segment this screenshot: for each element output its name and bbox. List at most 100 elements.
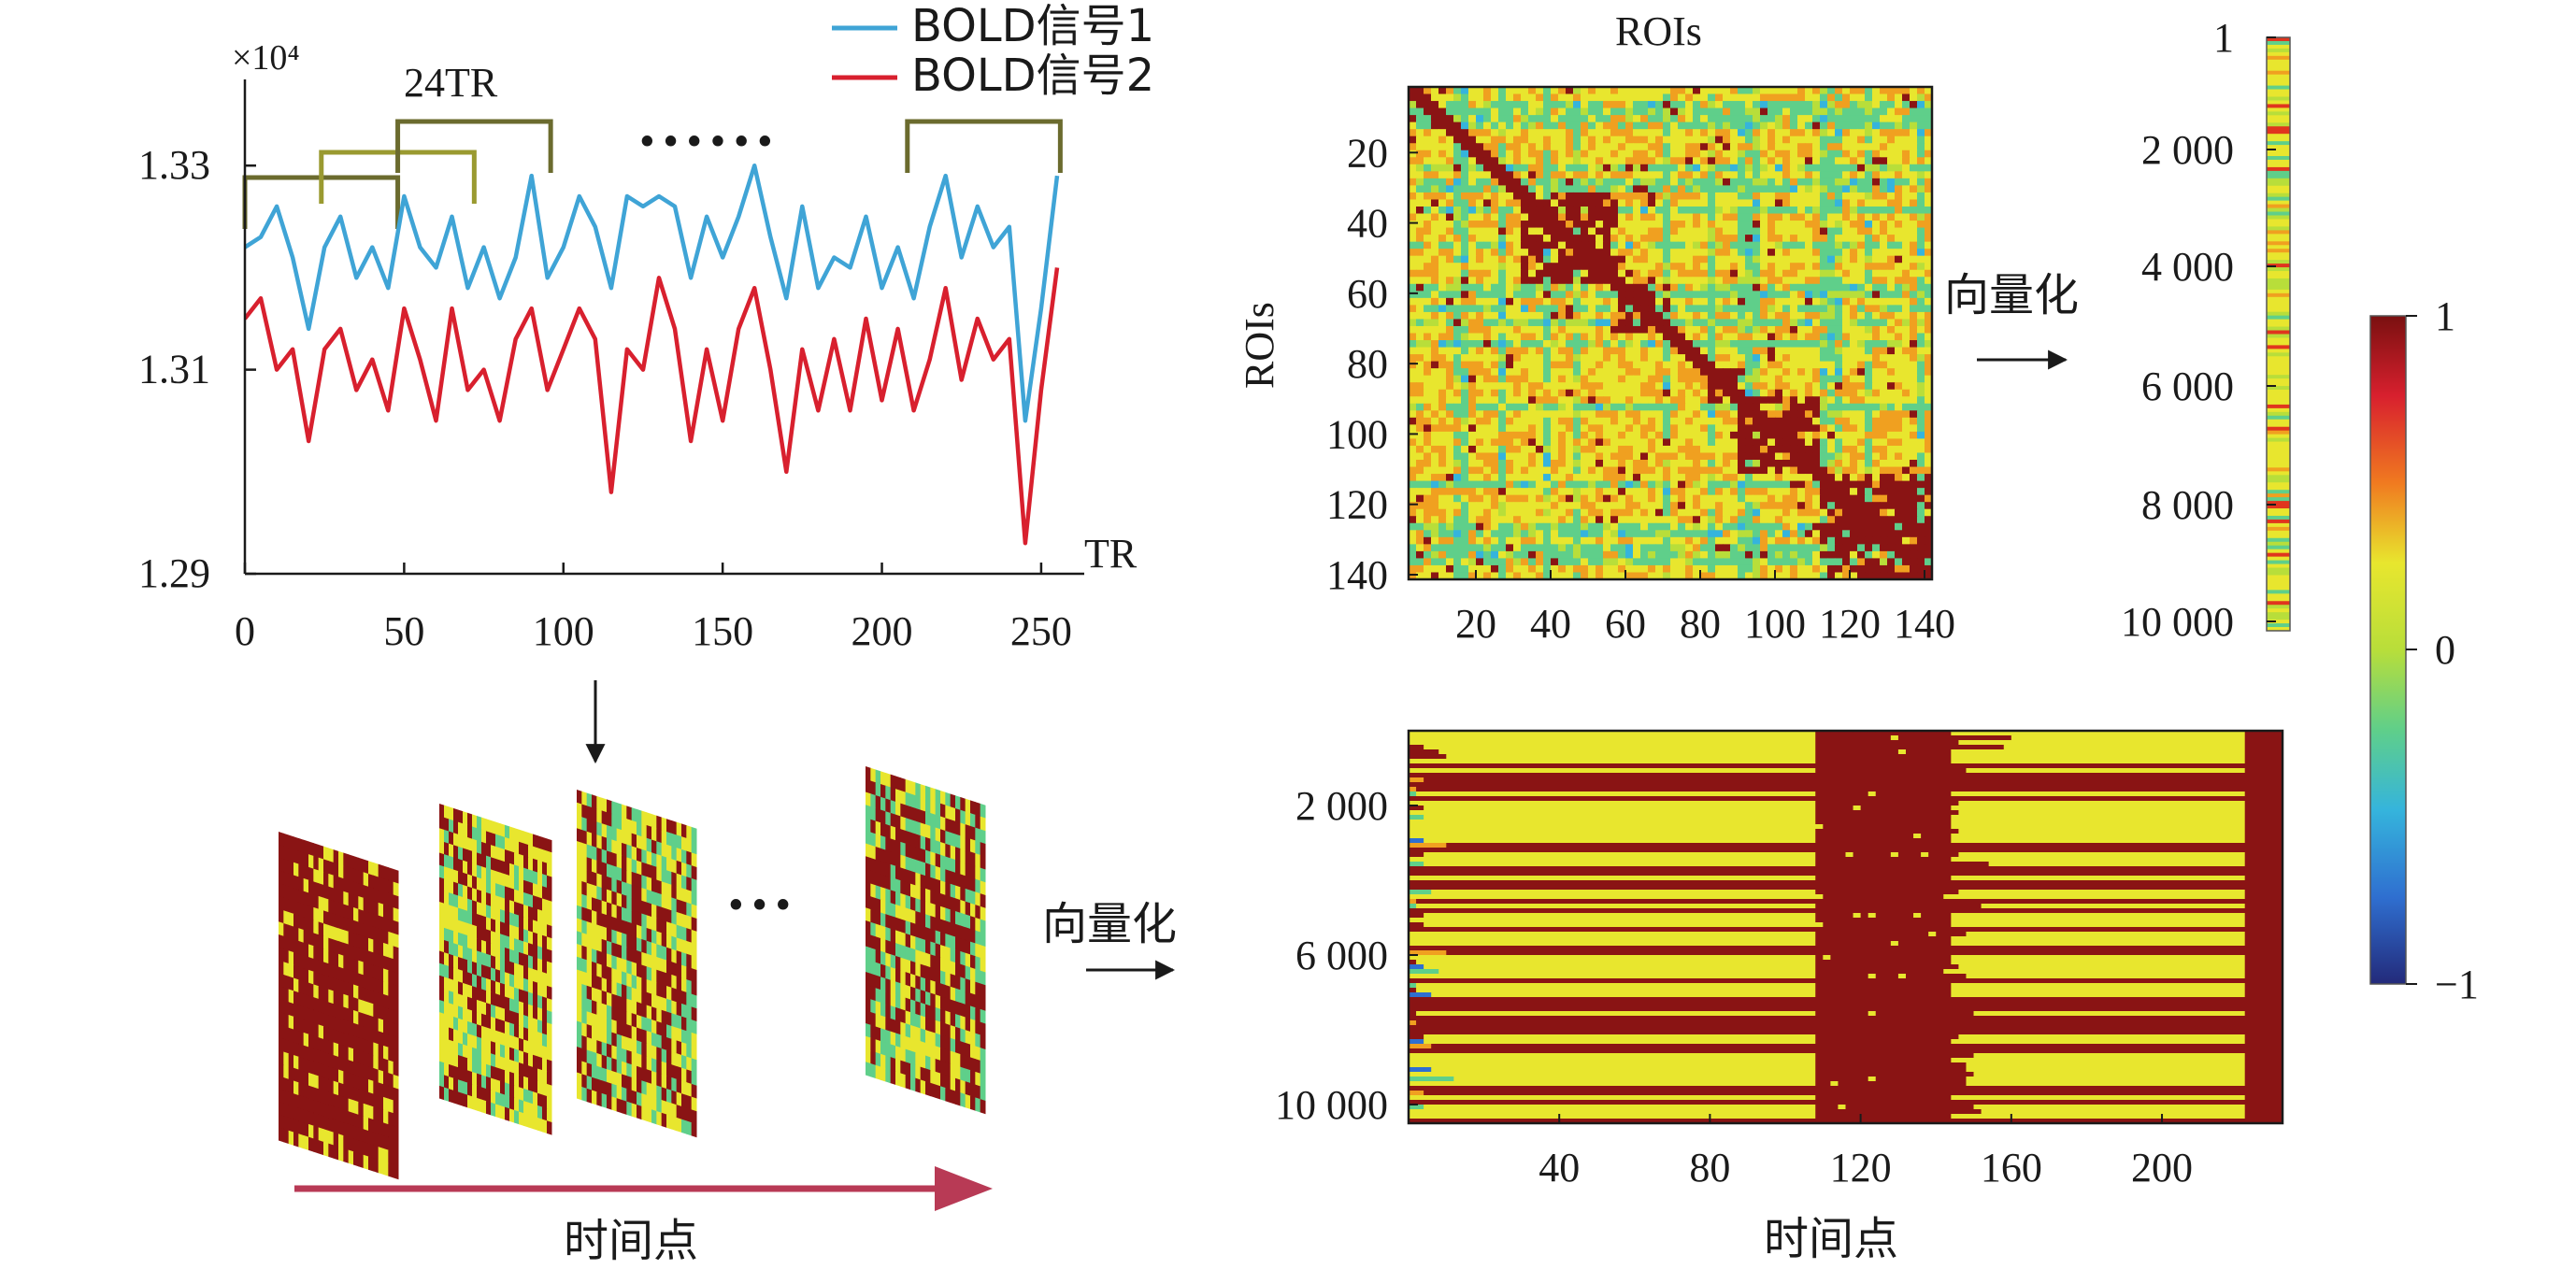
roi-cell (1865, 221, 1873, 229)
roi-cell (1431, 269, 1439, 278)
roi-cell (1663, 185, 1671, 193)
roi-cell (1409, 129, 1417, 137)
roi-cell (1446, 178, 1454, 186)
roi-cell (1625, 164, 1634, 172)
window-cell (900, 803, 907, 819)
window-cell (463, 934, 468, 948)
window-cell (661, 830, 667, 846)
roi-cell (1790, 305, 1798, 313)
window-cell (500, 1056, 506, 1071)
window-cell (453, 1090, 459, 1105)
roi-cell (1648, 206, 1656, 215)
window-cell (318, 883, 324, 899)
roi-cell (1476, 305, 1484, 313)
roi-cell (1610, 192, 1619, 201)
window-cell (383, 930, 389, 946)
window-cell (547, 1071, 552, 1087)
roi-cell (1857, 185, 1866, 193)
roi-cell (1745, 93, 1753, 102)
window-cell (343, 993, 350, 1009)
roi-cell (1767, 143, 1776, 151)
window-cell (338, 902, 344, 918)
window-cell (935, 943, 941, 959)
roi-cell (1820, 297, 1828, 306)
roi-cell (1468, 249, 1477, 257)
roi-cell (1409, 241, 1417, 250)
roi-cell (1655, 227, 1664, 235)
roi-cell (1782, 178, 1791, 186)
window-cell (547, 1047, 552, 1062)
window-cell (960, 1002, 966, 1019)
window-cell (495, 858, 501, 874)
roi-cell (1453, 101, 1462, 109)
roi-cell (1521, 192, 1529, 201)
roi-cell (1805, 269, 1813, 278)
roi-cell (1453, 87, 1462, 95)
window-cell (378, 1159, 384, 1176)
window-cell (523, 965, 529, 981)
window-cell (509, 936, 515, 951)
roi-cell (1528, 150, 1537, 158)
brackets-layer (242, 119, 1063, 229)
window-cell (910, 793, 916, 809)
roi-cell (1827, 150, 1836, 158)
window-cell (308, 918, 314, 934)
window-cell (318, 1101, 324, 1118)
window-cell (671, 922, 678, 939)
roi-cell (1775, 107, 1783, 116)
window-cell (279, 934, 284, 950)
window-cell (970, 813, 976, 829)
roi-cell (1782, 129, 1791, 137)
window-cell (519, 963, 524, 979)
window-cell (601, 835, 608, 852)
roi-cell (1797, 340, 1806, 349)
roi-cell (1558, 192, 1567, 201)
roi-cell (1663, 347, 1671, 355)
roi-cell (1827, 249, 1836, 257)
roi-cell (1483, 277, 1492, 285)
roi-cell (1536, 235, 1544, 243)
window-cell (596, 808, 603, 824)
window-cell (472, 838, 478, 854)
roi-cell (1753, 227, 1761, 235)
window-cell (637, 834, 642, 850)
roi-cell (1581, 241, 1589, 250)
roi-cell (1476, 121, 1484, 130)
roi-cell (1551, 171, 1559, 179)
roi-cell (1663, 115, 1671, 123)
roi-cell (1453, 333, 1462, 341)
window-cell (681, 848, 687, 865)
roi-cell (1805, 150, 1813, 158)
roi-cell (1730, 135, 1739, 144)
window-cell (495, 968, 501, 984)
roi-cell (1805, 305, 1813, 313)
window-cell (960, 977, 966, 992)
roi-cell (1438, 178, 1447, 186)
roi-cell (1805, 291, 1813, 299)
window-cell (514, 1061, 520, 1076)
window-cell (323, 1038, 329, 1054)
roi-cell (1678, 171, 1686, 179)
window-cell (592, 948, 597, 964)
window-cell (495, 895, 501, 910)
window-cell (453, 1041, 459, 1056)
window-cell (439, 889, 445, 905)
window-cell (637, 1002, 642, 1018)
window-cell (686, 825, 693, 841)
window-cell (622, 893, 627, 909)
window-cell (458, 1018, 464, 1034)
window-cell (586, 1088, 593, 1104)
roi-cell (1775, 171, 1783, 179)
window-cell (626, 973, 633, 989)
window-cell (439, 864, 445, 880)
roi-cell (1625, 347, 1634, 355)
window-cell (586, 818, 593, 834)
window-cell (676, 950, 682, 966)
roi-cell (1730, 107, 1739, 116)
window-cell (622, 1048, 627, 1063)
roi-cell (1887, 269, 1896, 278)
window-cell (641, 1042, 648, 1058)
roi-cell (1528, 93, 1537, 102)
roi-cell (1551, 305, 1559, 313)
window-cell (641, 1067, 648, 1083)
